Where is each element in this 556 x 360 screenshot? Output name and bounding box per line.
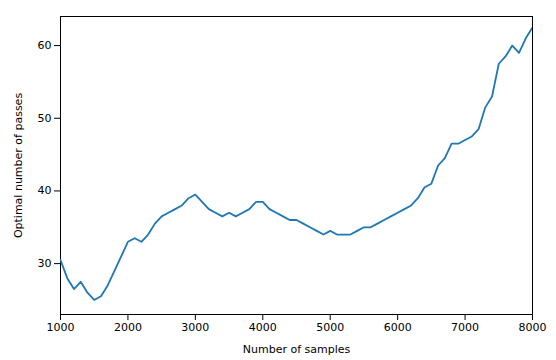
svg-text:60: 60 (38, 39, 52, 52)
svg-text:6000: 6000 (384, 321, 412, 334)
svg-text:40: 40 (38, 184, 52, 197)
svg-text:50: 50 (38, 112, 52, 125)
svg-text:3000: 3000 (181, 321, 209, 334)
svg-text:30: 30 (38, 257, 52, 270)
svg-text:4000: 4000 (249, 321, 277, 334)
svg-text:5000: 5000 (316, 321, 344, 334)
svg-text:Number of samples: Number of samples (243, 343, 351, 356)
svg-text:1000: 1000 (47, 321, 75, 334)
svg-text:2000: 2000 (114, 321, 142, 334)
svg-text:Optimal number of passes: Optimal number of passes (12, 93, 25, 238)
svg-text:7000: 7000 (451, 321, 479, 334)
svg-text:8000: 8000 (519, 321, 547, 334)
